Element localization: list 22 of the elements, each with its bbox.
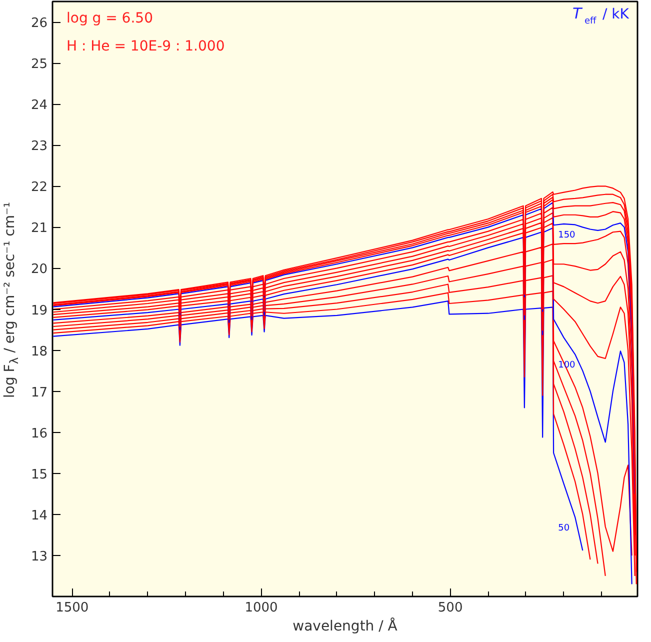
y-tick-label: 26: [30, 16, 48, 32]
series-label: 150: [558, 230, 576, 241]
y-tick-label: 23: [30, 139, 48, 154]
annotation: log g = 6.50: [66, 10, 153, 26]
annotation: H : He = 10E-9 : 1.000: [66, 38, 225, 54]
y-tick-label: 24: [30, 98, 48, 114]
y-tick-label: 18: [30, 344, 48, 360]
y-tick-label: 16: [30, 426, 48, 442]
y-tick-label: 25: [30, 57, 48, 72]
y-tick-label: 19: [30, 303, 48, 318]
y-tick-label: 21: [30, 221, 48, 236]
y-tick-label: 17: [30, 385, 48, 400]
y-tick-label: 14: [30, 508, 48, 524]
x-tick-label: 500: [438, 600, 463, 616]
y-tick-label: 15: [30, 467, 48, 482]
y-tick-label: 13: [30, 549, 48, 564]
y-tick-label: 22: [30, 180, 48, 196]
series-label: 50: [558, 523, 570, 534]
x-axis-title: wavelength / Å: [292, 618, 398, 634]
x-tick-label: 1000: [244, 600, 278, 616]
x-tick-label: 1500: [56, 600, 89, 616]
y-tick-label: 20: [30, 262, 48, 278]
